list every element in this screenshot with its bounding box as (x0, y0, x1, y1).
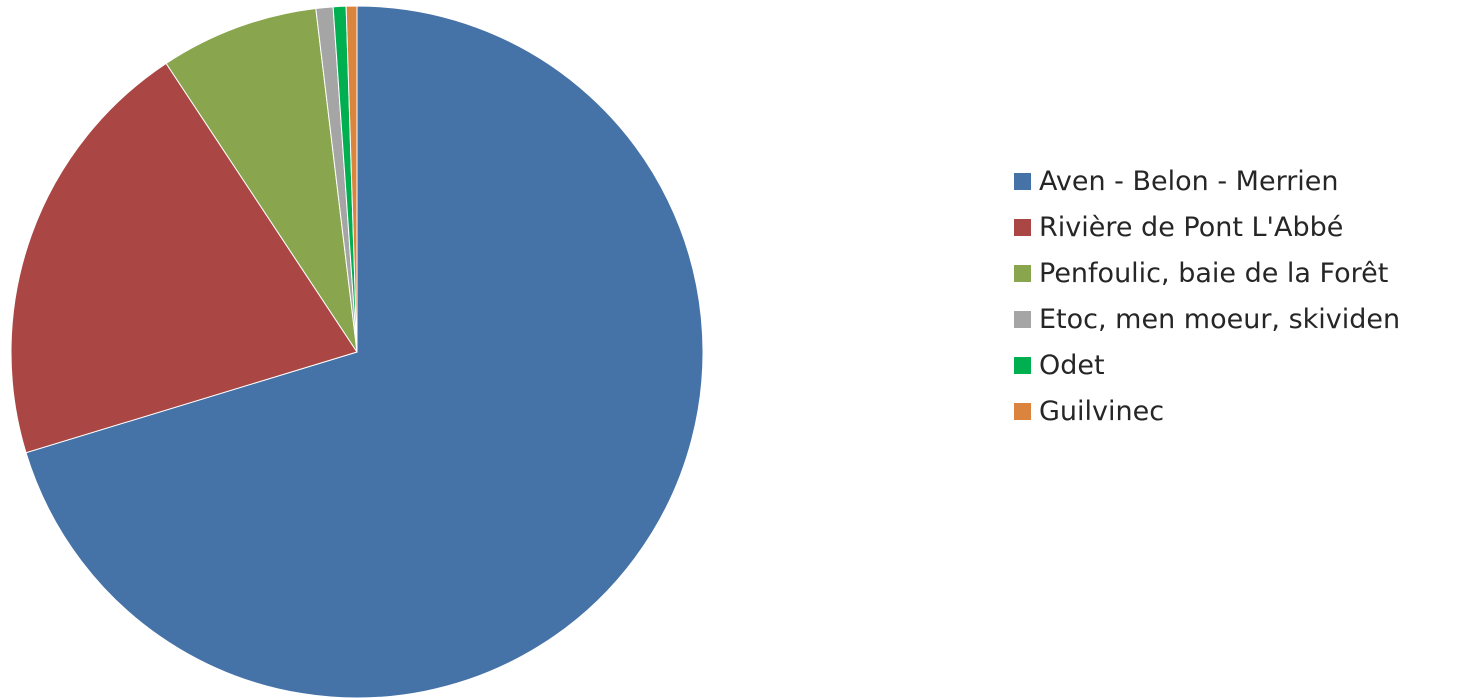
legend-label: Guilvinec (1039, 395, 1165, 427)
pie-slice-riviere-de-pont-l-abbe (10, 62, 358, 454)
legend-label: Aven - Belon - Merrien (1039, 165, 1339, 197)
legend-item-penfoulic: Penfoulic, baie de la Forêt (1014, 250, 1464, 296)
legend-label: Rivière de Pont L'Abbé (1039, 211, 1344, 243)
legend-swatch (1014, 310, 1031, 328)
legend-swatch (1014, 172, 1031, 190)
legend-label: Etoc, men moeur, skividen (1039, 303, 1401, 335)
chart-legend: Aven - Belon - Merrien Rivière de Pont L… (1014, 158, 1464, 434)
pie-slice-guilvinec (345, 5, 358, 353)
legend-item-odet: Odet (1014, 342, 1464, 388)
legend-swatch (1014, 356, 1031, 374)
legend-swatch (1014, 264, 1031, 282)
legend-item-guilvinec: Guilvinec (1014, 388, 1464, 434)
pie-slice-penfoulic-baie-de-la-foret (165, 7, 358, 353)
legend-swatch (1014, 218, 1031, 236)
legend-item-etoc: Etoc, men moeur, skividen (1014, 296, 1464, 342)
legend-label: Odet (1039, 349, 1105, 381)
legend-label: Penfoulic, baie de la Forêt (1039, 257, 1389, 289)
legend-item-riviere-de-pont-labbe: Rivière de Pont L'Abbé (1014, 204, 1464, 250)
legend-item-aven-belon-merrien: Aven - Belon - Merrien (1014, 158, 1464, 204)
legend-swatch (1014, 402, 1031, 420)
pie-slice-aven-belon-merrien (25, 5, 704, 698)
